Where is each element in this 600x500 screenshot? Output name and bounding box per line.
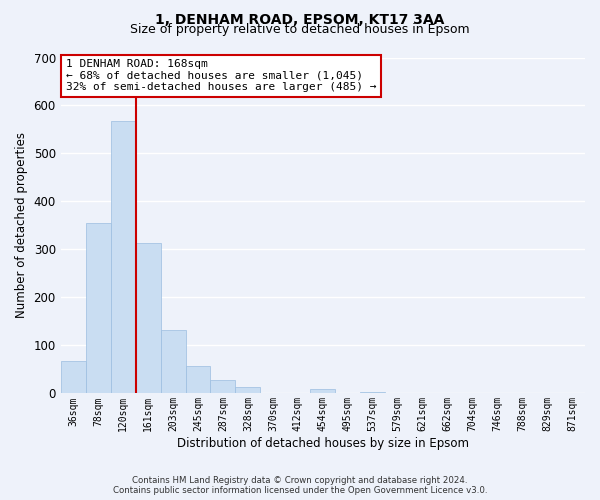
Bar [86,223,110,394]
Bar [110,122,136,394]
Bar [310,388,335,394]
Bar [61,361,86,394]
X-axis label: Distribution of detached houses by size in Epsom: Distribution of detached houses by size … [177,437,469,450]
Y-axis label: Number of detached properties: Number of detached properties [15,132,28,318]
Bar [161,330,185,394]
Text: Contains HM Land Registry data © Crown copyright and database right 2024.
Contai: Contains HM Land Registry data © Crown c… [113,476,487,495]
Bar [136,243,161,394]
Text: Size of property relative to detached houses in Epsom: Size of property relative to detached ho… [130,22,470,36]
Bar [211,380,235,394]
Bar [185,366,211,394]
Bar [360,392,385,394]
Text: 1 DENHAM ROAD: 168sqm
← 68% of detached houses are smaller (1,045)
32% of semi-d: 1 DENHAM ROAD: 168sqm ← 68% of detached … [66,59,376,92]
Text: 1, DENHAM ROAD, EPSOM, KT17 3AA: 1, DENHAM ROAD, EPSOM, KT17 3AA [155,12,445,26]
Bar [235,387,260,394]
